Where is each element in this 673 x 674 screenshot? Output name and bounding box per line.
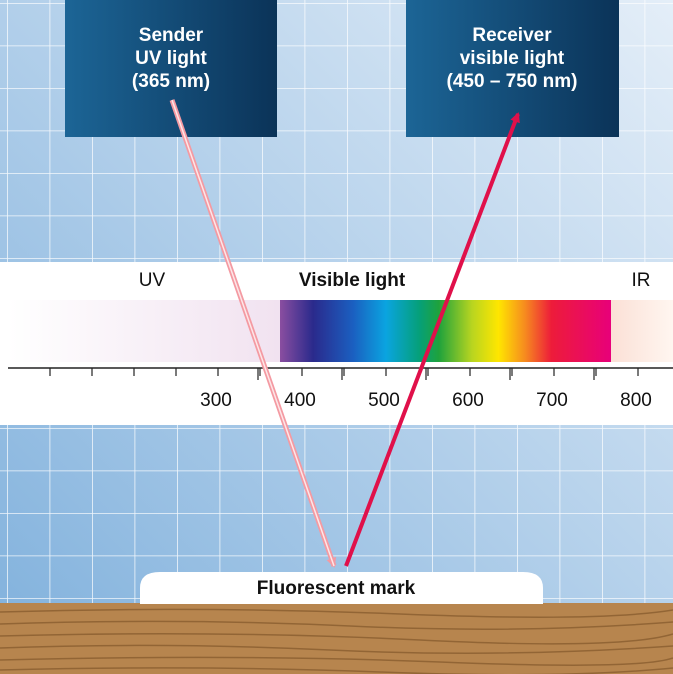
receiver-text: Receiver — [472, 25, 552, 46]
receiver-text: (450 – 750 nm) — [447, 71, 578, 92]
scale-label: 800 — [620, 390, 652, 411]
visible-arrow — [344, 112, 520, 567]
sender-text: Sender — [139, 25, 204, 46]
scale-label: 300 — [200, 390, 232, 411]
sender-text: UV light — [135, 48, 207, 69]
uv-label: UV — [139, 270, 166, 291]
visible-label: Visible light — [299, 270, 406, 291]
scale-label: 700 — [536, 390, 568, 411]
surface — [0, 603, 673, 674]
ir-region — [611, 300, 673, 362]
sender-box — [65, 0, 277, 137]
uv-arrow-highlight — [171, 99, 335, 567]
receiver-text: visible light — [460, 48, 565, 69]
sender-text: (365 nm) — [132, 71, 210, 92]
scale-label: 600 — [452, 390, 484, 411]
scale-label: 500 — [368, 390, 400, 411]
fluorescent-mark — [140, 572, 543, 604]
ir-label: IR — [632, 270, 651, 291]
uv-region — [8, 300, 280, 362]
wood-grain — [0, 608, 673, 674]
scale-label: 400 — [284, 390, 316, 411]
visible-region — [280, 300, 611, 362]
mark-label: Fluorescent mark — [257, 578, 416, 599]
